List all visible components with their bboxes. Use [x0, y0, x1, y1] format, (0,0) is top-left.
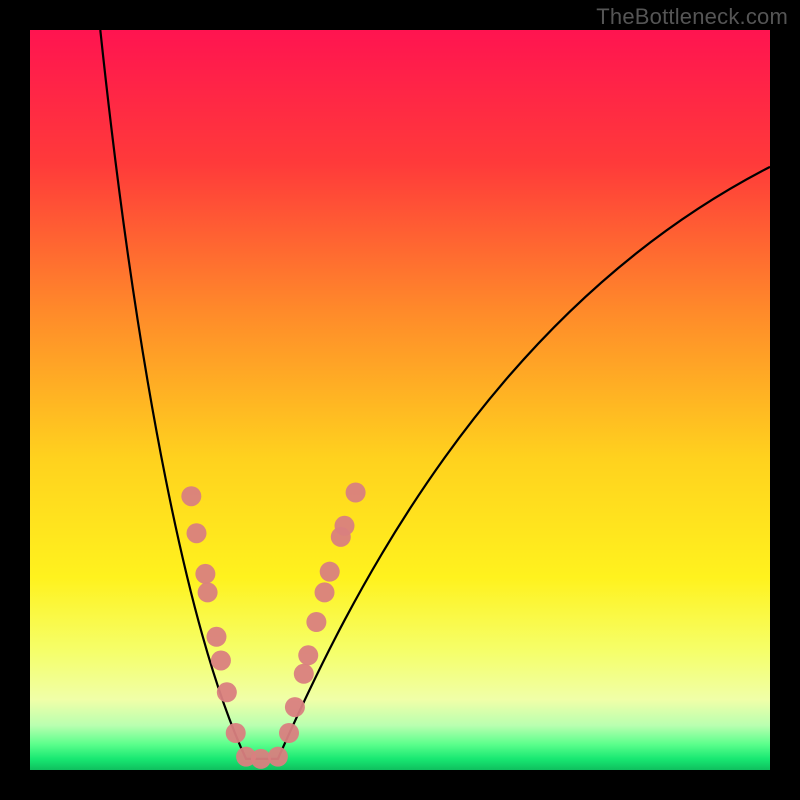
curve-marker	[306, 612, 326, 632]
curve-marker	[346, 483, 366, 503]
curve-marker	[285, 697, 305, 717]
bottleneck-chart	[0, 0, 800, 800]
curve-marker	[315, 582, 335, 602]
curve-marker	[206, 627, 226, 647]
curve-marker	[217, 682, 237, 702]
curve-marker	[268, 747, 288, 767]
curve-marker	[294, 664, 314, 684]
curve-marker	[187, 523, 207, 543]
curve-marker	[251, 749, 271, 769]
curve-marker	[279, 723, 299, 743]
curve-marker	[226, 723, 246, 743]
curve-marker	[298, 645, 318, 665]
curve-marker	[195, 564, 215, 584]
curve-marker	[320, 562, 340, 582]
curve-marker	[211, 650, 231, 670]
plot-gradient-background	[30, 30, 770, 770]
watermark-text: TheBottleneck.com	[596, 4, 788, 30]
curve-marker	[181, 486, 201, 506]
curve-marker	[198, 582, 218, 602]
curve-marker	[335, 516, 355, 536]
